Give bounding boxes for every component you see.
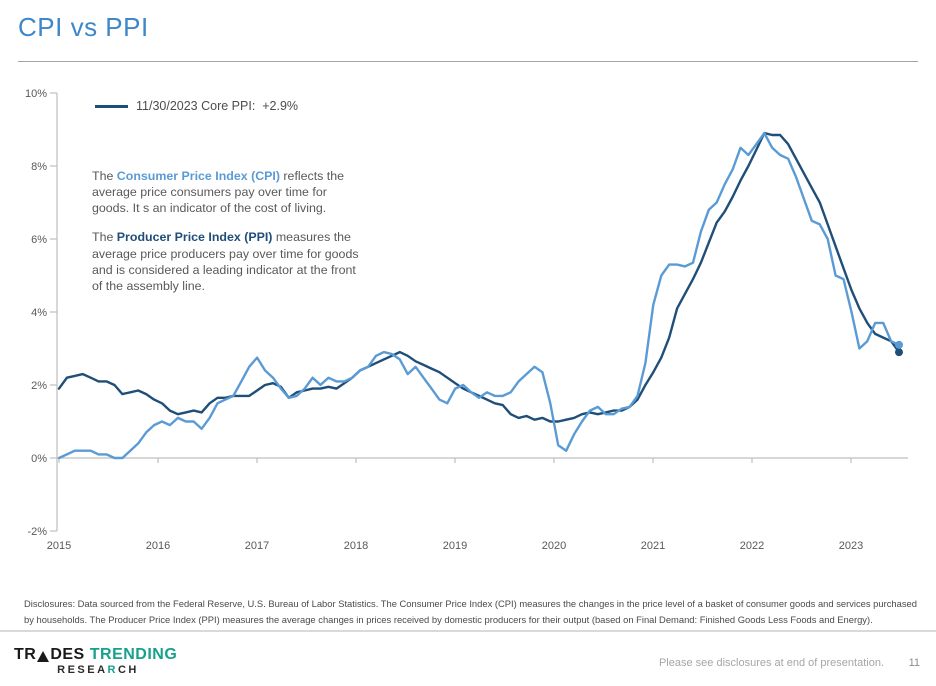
- logo-research-teal-r: R: [107, 664, 118, 676]
- y-axis-label: 0%: [31, 453, 47, 465]
- y-axis-label: 10%: [25, 88, 47, 100]
- y-axis-label: 8%: [31, 161, 47, 173]
- y-axis-label: 6%: [31, 234, 47, 246]
- logo-trades-left: TR: [14, 646, 37, 663]
- y-axis-label: 4%: [31, 307, 47, 319]
- company-logo: TR DES TRENDING RESEARCH: [14, 647, 182, 677]
- x-axis-label: 2018: [344, 540, 368, 552]
- x-axis-label: 2022: [740, 540, 764, 552]
- logo-letter-a-triangle-icon: [37, 651, 50, 662]
- x-axis-label: 2021: [641, 540, 665, 552]
- chart-annotation: The Consumer Price Index (CPI) reflects …: [92, 168, 366, 307]
- core-ppi-line: [57, 131, 901, 423]
- logo-trending: TRENDING: [89, 646, 178, 663]
- logo-line1: TR DES TRENDING: [14, 647, 182, 663]
- ppi-term: Producer Price Index (PPI): [116, 230, 273, 245]
- logo-trades-right: DES: [50, 646, 85, 663]
- ppi-legend-swatch: [95, 104, 128, 108]
- legend-label: 11/30/2023 Core PPI: +2.9%: [136, 99, 299, 113]
- x-axis-label: 2020: [542, 540, 566, 552]
- x-axis-label: 2017: [245, 540, 269, 552]
- x-axis-label: 2016: [146, 540, 170, 552]
- x-axis-label: 2023: [839, 540, 863, 552]
- y-axis-label: -2%: [27, 526, 47, 538]
- disclosures-text: Disclosures: Data sourced from the Feder…: [24, 598, 917, 625]
- cpi-line: [57, 131, 901, 460]
- title-divider: [18, 61, 918, 62]
- annotation-paragraph-ppi: The Producer Price Index (PPI) measures …: [92, 230, 359, 293]
- cpi-ppi-line-chart: 10% 8% 6% 4% 2% 0% -2%2015 2016 2017 2018 2019 2020…: [25, 88, 908, 552]
- footer-disclosure-note: Please see disclosures at end of present…: [658, 657, 884, 669]
- footer-divider: [0, 630, 936, 632]
- core-ppi-end-dot: [895, 348, 903, 357]
- page-title: CPI vs PPI: [18, 12, 149, 42]
- x-axis-label: 2015: [47, 540, 71, 552]
- logo-research: RESEARCH: [57, 664, 139, 676]
- cpi-end-dot: [895, 340, 903, 349]
- cpi-term: Consumer Price Index (CPI): [116, 169, 280, 183]
- x-axis-label: 2019: [443, 540, 467, 552]
- chart-legend: 11/30/2023 Core PPI: +2.9%: [95, 99, 298, 113]
- page-number: 11: [908, 657, 920, 669]
- annotation-paragraph-cpi: The Consumer Price Index (CPI) reflects …: [92, 169, 345, 216]
- y-axis-label: 2%: [31, 380, 47, 392]
